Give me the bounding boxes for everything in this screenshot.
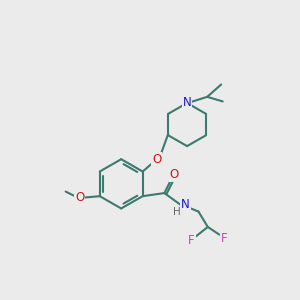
- Text: N: N: [183, 97, 191, 110]
- Text: O: O: [170, 168, 179, 181]
- Text: F: F: [221, 232, 227, 245]
- Text: F: F: [188, 233, 195, 247]
- Text: H: H: [173, 207, 181, 217]
- Text: O: O: [75, 191, 84, 204]
- Text: N: N: [181, 198, 190, 211]
- Text: O: O: [152, 153, 161, 166]
